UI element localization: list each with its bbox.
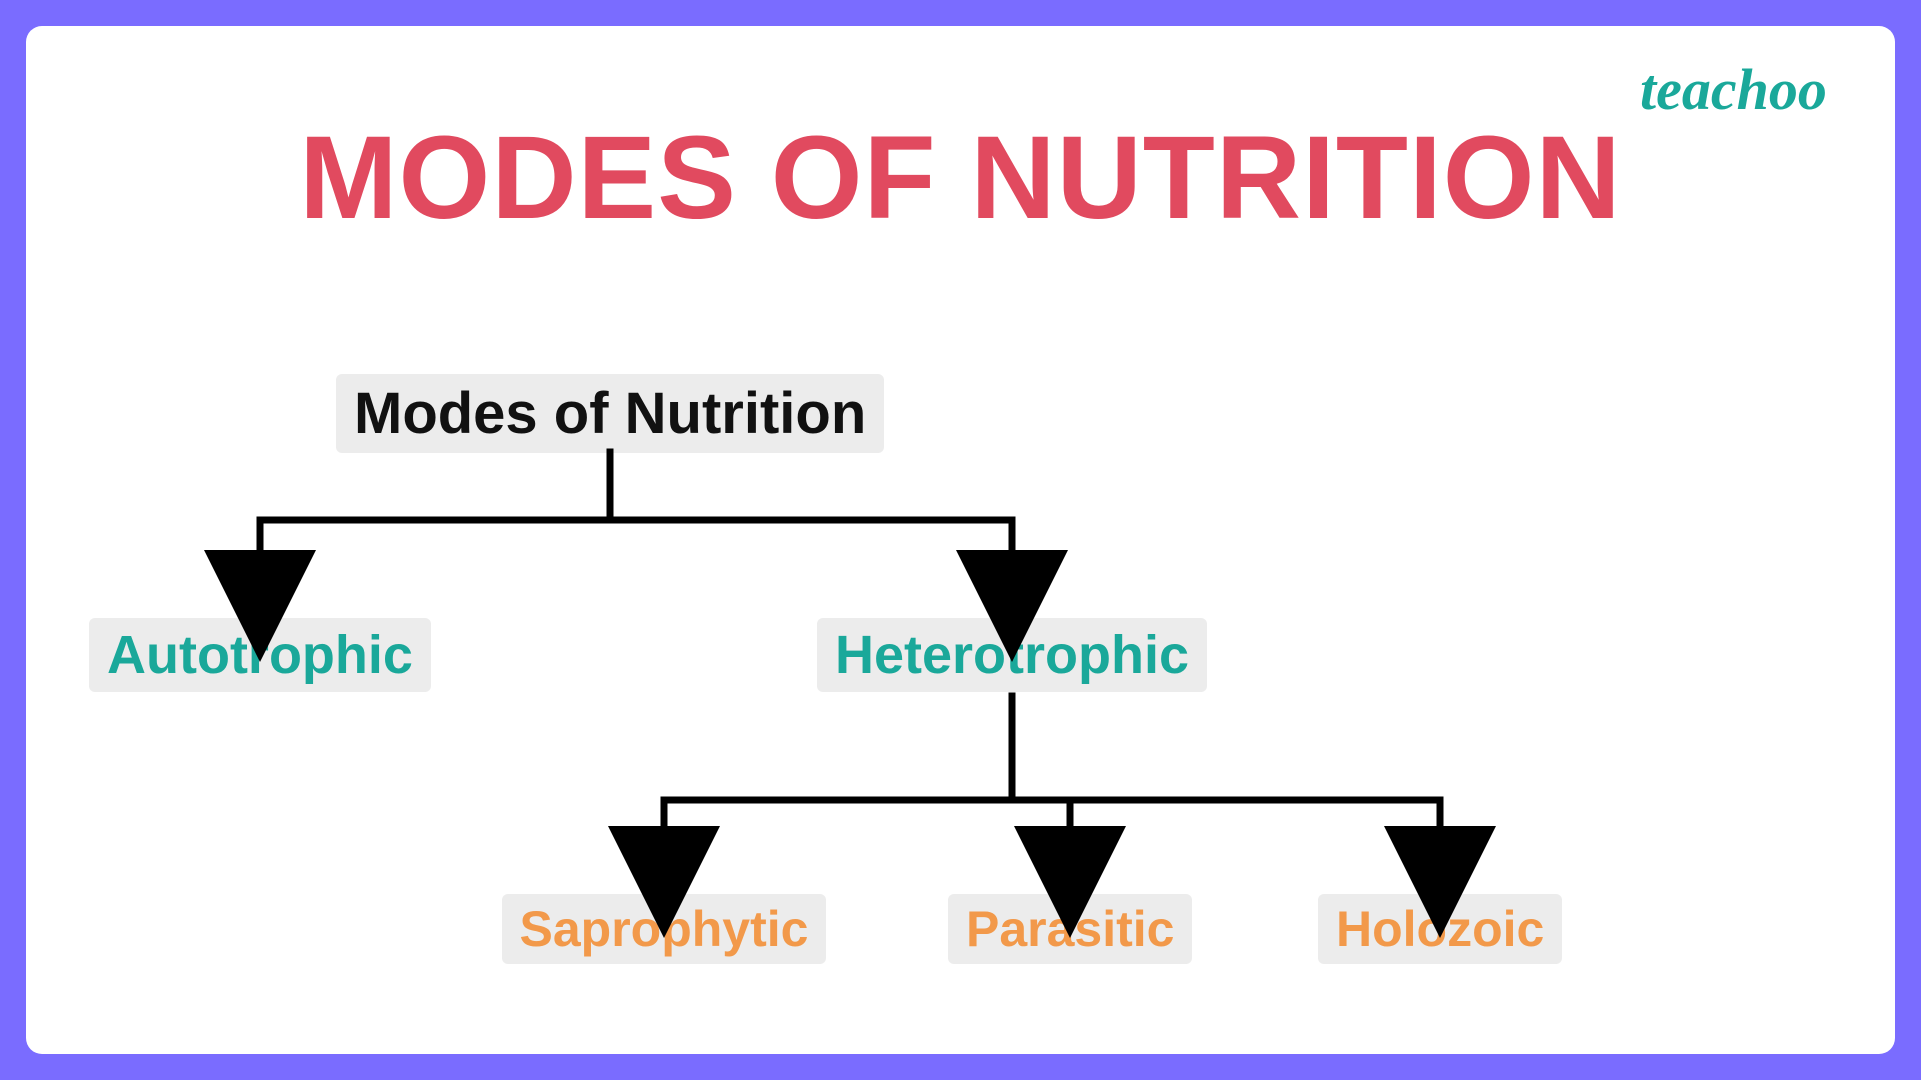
tree-node-autotrophic: Autotrophic bbox=[89, 618, 431, 692]
tree-node-parasitic: Parasitic bbox=[948, 894, 1192, 964]
tree-node-heterotrophic: Heterotrophic bbox=[817, 618, 1207, 692]
diagram-root: teachoo MODES OF NUTRITION Modes of Nutr… bbox=[0, 0, 1921, 1080]
tree-node-holozoic: Holozoic bbox=[1318, 894, 1562, 964]
tree-node-root: Modes of Nutrition bbox=[336, 374, 884, 453]
tree-node-saprophytic: Saprophytic bbox=[502, 894, 827, 964]
page-title: MODES OF NUTRITION bbox=[0, 110, 1921, 246]
